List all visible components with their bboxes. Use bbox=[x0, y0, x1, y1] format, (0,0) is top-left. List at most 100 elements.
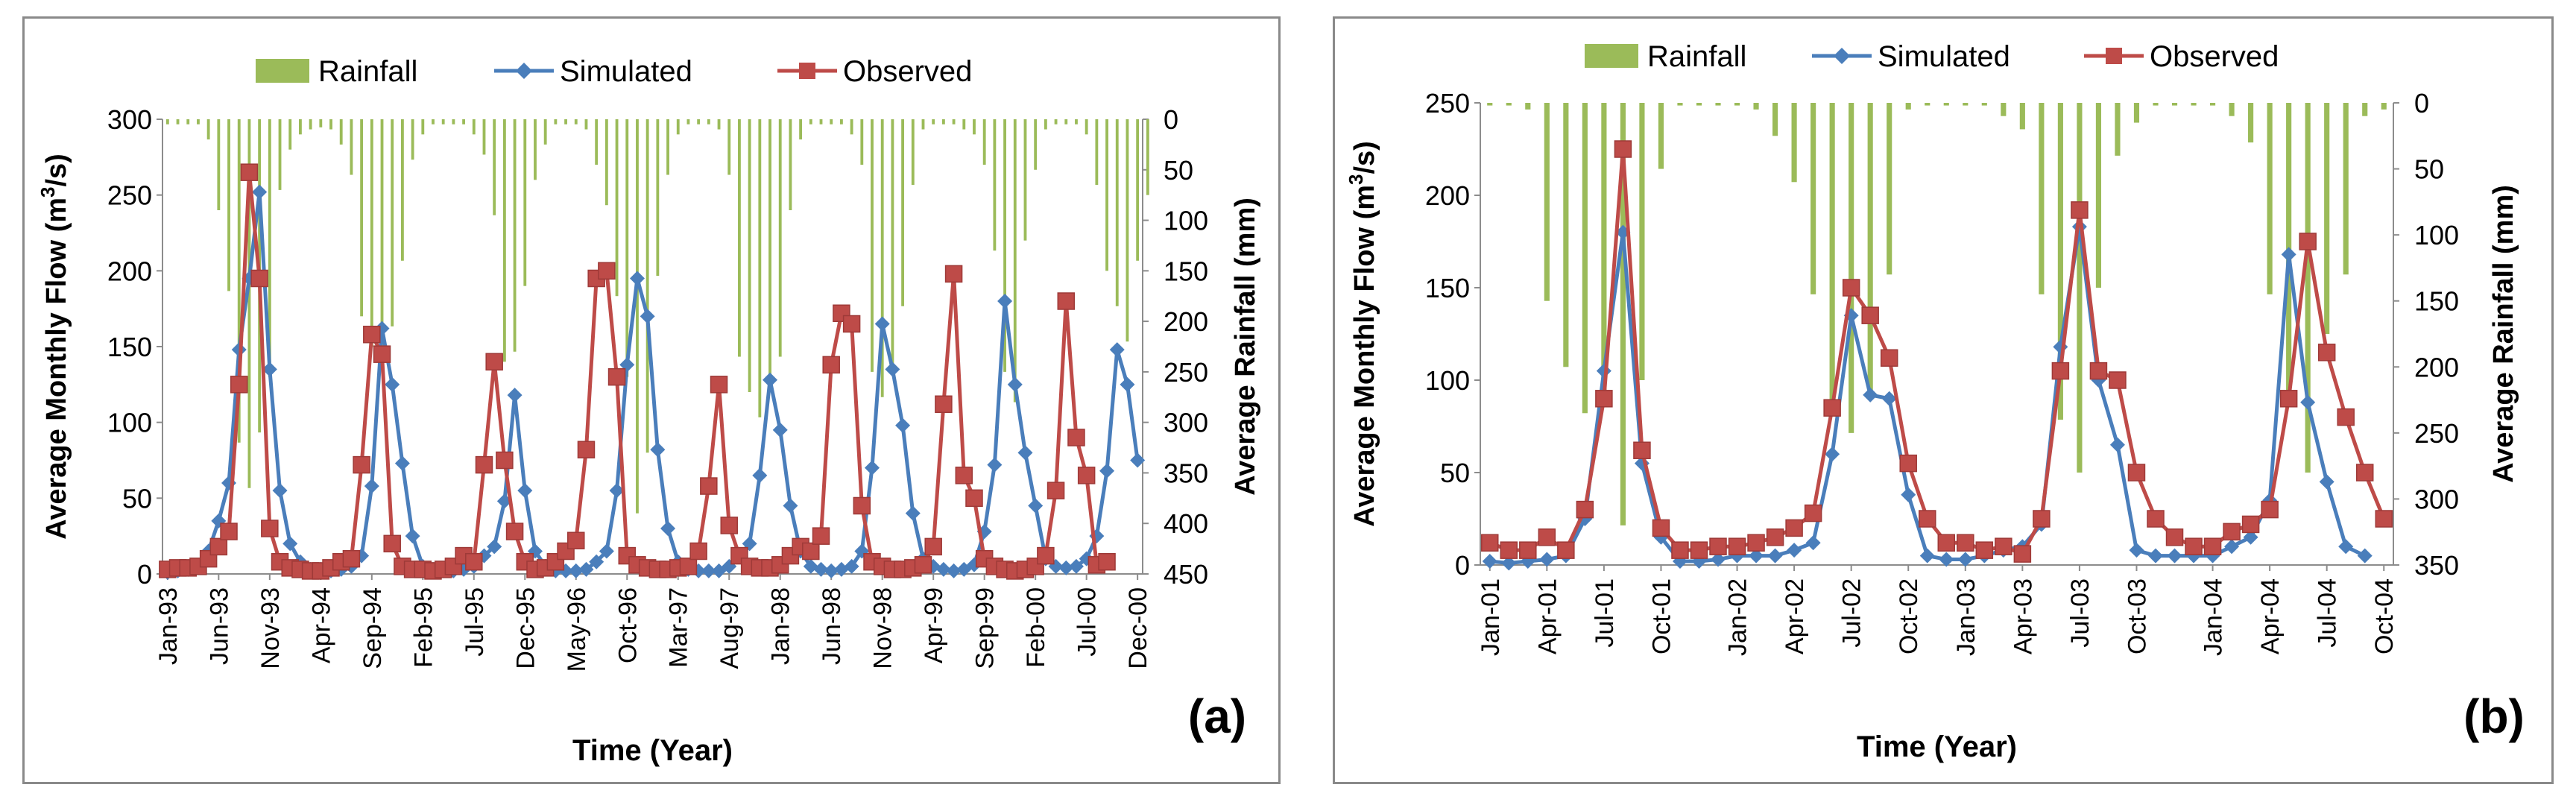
x-tick-label: Apr-02 bbox=[1781, 578, 1809, 654]
rainfall-bar bbox=[2171, 103, 2178, 106]
simulated-point bbox=[1501, 555, 1517, 571]
simulated-point bbox=[1805, 535, 1821, 551]
simulated-point bbox=[507, 388, 523, 403]
observed-point bbox=[1557, 541, 1575, 559]
rainfall-bar bbox=[860, 119, 864, 165]
rainfall-bar bbox=[1003, 119, 1006, 372]
observed-point bbox=[1057, 292, 1076, 310]
x-tick-label: Jan-93 bbox=[154, 587, 183, 665]
observed-point bbox=[812, 527, 830, 545]
x-tick-label: Jun-93 bbox=[205, 587, 233, 665]
rainfall-bar bbox=[2095, 103, 2101, 288]
observed-point bbox=[2165, 528, 2184, 546]
rainfall-bar bbox=[1034, 119, 1038, 170]
observed-point bbox=[1995, 537, 2012, 555]
panel-b: 0 50 100 150 200 250 0 50 100 150 200 250 300 350 Jan-… bbox=[1333, 16, 2554, 784]
observed-point bbox=[1652, 519, 1670, 537]
rainfall-bar bbox=[891, 119, 894, 372]
rainfall-bar bbox=[697, 119, 701, 124]
simulated-point bbox=[874, 316, 890, 332]
y-tick-label: 250 bbox=[107, 180, 152, 211]
x-tick-label: Jan-98 bbox=[767, 587, 795, 665]
x-tick-label: Jul-04 bbox=[2314, 578, 2342, 648]
observed-point bbox=[1481, 534, 1499, 552]
rainfall-bar bbox=[329, 119, 332, 130]
rainfall-bar bbox=[758, 119, 762, 417]
observed-point bbox=[2013, 545, 2032, 563]
y-tick-label: 200 bbox=[1425, 180, 1470, 211]
rainfall-bar bbox=[2001, 103, 2007, 116]
simulated-point bbox=[640, 309, 655, 324]
simulated-point bbox=[2091, 373, 2106, 388]
rainfall-bar bbox=[615, 119, 619, 297]
y2-tick-label: 200 bbox=[2414, 352, 2459, 382]
observed-point bbox=[1098, 552, 1116, 571]
y-tick-label: 0 bbox=[137, 559, 152, 590]
observed-point bbox=[2317, 344, 2336, 362]
rainfall-bar bbox=[1905, 103, 1911, 110]
rainfall-bar bbox=[799, 119, 803, 140]
y2-tick-label: 350 bbox=[2414, 550, 2459, 581]
x-tick-label: Jul-01 bbox=[1591, 578, 1619, 648]
simulated-point bbox=[487, 539, 502, 555]
observed-point bbox=[1633, 441, 1651, 459]
rainfall-bar bbox=[1126, 119, 1129, 342]
rainfall-bar bbox=[309, 119, 312, 130]
rainfall-bar bbox=[299, 119, 302, 135]
rainfall-bar bbox=[768, 119, 771, 392]
observed-point bbox=[1576, 500, 1594, 519]
observed-point bbox=[2089, 362, 2108, 380]
rainfall-bar bbox=[1696, 103, 1702, 106]
rainfall-bar bbox=[1658, 103, 1664, 169]
x-tick-label: Oct-01 bbox=[1647, 578, 1676, 654]
rainfall-bar bbox=[554, 119, 558, 124]
rainfall-bar bbox=[227, 119, 230, 291]
rainfall-bar bbox=[686, 119, 690, 124]
observed-point bbox=[822, 356, 840, 374]
observed-point bbox=[1880, 349, 1898, 367]
simulated-point bbox=[650, 442, 666, 458]
simulated-point bbox=[2357, 548, 2373, 564]
rainfall-bar bbox=[1095, 119, 1099, 186]
rainfall-bar bbox=[1563, 103, 1569, 367]
rainfall-bar bbox=[932, 119, 935, 124]
legend-rainfall-label: Rainfall bbox=[1647, 40, 1746, 73]
rainfall-bar bbox=[360, 119, 364, 317]
observed-point bbox=[2223, 523, 2241, 541]
rainfall-bar bbox=[717, 119, 721, 130]
observed-point bbox=[607, 367, 626, 386]
rainfall-bar bbox=[2248, 103, 2254, 143]
observed-point bbox=[935, 395, 953, 414]
observed-point bbox=[2109, 371, 2127, 389]
simulated-point bbox=[772, 422, 788, 438]
rainfall-bar bbox=[452, 119, 455, 124]
x-tick-label: Apr-94 bbox=[307, 587, 335, 663]
observed-point bbox=[1709, 537, 1727, 555]
x-tick-label: Oct-02 bbox=[1895, 578, 1923, 654]
observed-point bbox=[720, 517, 738, 534]
rainfall-bar bbox=[625, 119, 629, 377]
simulated-point bbox=[824, 563, 839, 578]
y-tick-label: 150 bbox=[107, 332, 152, 362]
observed-point bbox=[1766, 528, 1784, 546]
observed-point bbox=[1842, 279, 1860, 297]
observed-point bbox=[965, 489, 983, 508]
x-tick-label: Oct-96 bbox=[613, 587, 642, 663]
rainfall-bar bbox=[411, 119, 414, 160]
observed-point bbox=[1077, 467, 1096, 484]
simulated-point bbox=[1919, 548, 1935, 564]
rainfall-bar bbox=[962, 119, 966, 130]
observed-point bbox=[1595, 390, 1613, 408]
rainfall-bar bbox=[921, 119, 925, 130]
x-tick-label: Apr-99 bbox=[920, 587, 948, 663]
simulated-point bbox=[1787, 543, 1802, 558]
chart-a: 0 50 100 150 200 250 300 0 50 100 150 200 250 300 350 4… bbox=[37, 55, 1261, 767]
observed-point bbox=[2241, 515, 2260, 534]
observed-point bbox=[496, 451, 514, 470]
observed-point bbox=[373, 345, 391, 363]
rainfall-bar bbox=[778, 119, 782, 357]
simulated-point bbox=[282, 536, 298, 552]
x-tick-label: Mar-97 bbox=[665, 587, 693, 668]
rainfall-bar bbox=[645, 119, 649, 453]
simulated-point bbox=[935, 561, 951, 577]
